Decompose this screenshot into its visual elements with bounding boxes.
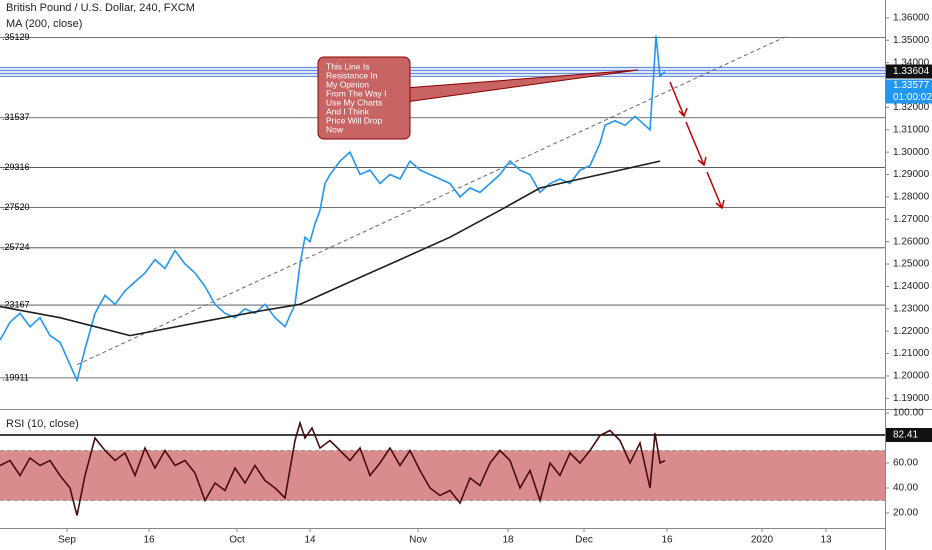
y-tick-label: 40.00 [893, 483, 918, 494]
arrow-head [715, 199, 725, 210]
y-tick-label: 1.26000 [893, 236, 930, 247]
rsi-title: RSI (10, close) [6, 418, 79, 430]
y-tick-label: 1.27000 [893, 214, 930, 225]
callout-text: My Opinion [326, 79, 369, 89]
rsi-line [0, 420, 666, 516]
rsi-value-label: 82.41 [893, 430, 918, 441]
x-tick-label: 18 [502, 535, 514, 546]
rsi-value-box [886, 427, 932, 442]
y-tick-label: 1.36000 [893, 13, 930, 24]
y-tick-label: 1.34000 [893, 57, 930, 68]
drop-arrows [669, 81, 725, 210]
y-tick-label: 1.31000 [893, 124, 930, 135]
bid-box [886, 79, 932, 104]
ma-line [0, 160, 661, 337]
level-label: .31537 [2, 112, 30, 122]
countdown-label: 01:00:02 [893, 92, 932, 103]
y-tick-label: 1.30000 [893, 147, 930, 158]
resistance-band [0, 66, 885, 77]
x-tick-label: 2020 [751, 535, 774, 546]
level-label: .23167 [2, 299, 30, 309]
x-tick-label: 14 [304, 535, 316, 546]
callout-text: Resistance In [326, 70, 378, 80]
arrow-line [706, 171, 723, 209]
y-tick-label: 1.22000 [893, 326, 930, 337]
callout-text: Now [326, 124, 344, 134]
y-tick-label: 1.32000 [893, 102, 930, 113]
y-tick-label: 1.35000 [893, 35, 930, 46]
level-label: .19911 [2, 372, 29, 382]
last-price-box [886, 64, 932, 79]
x-tick-label: Nov [409, 535, 427, 546]
x-tick-label: 16 [143, 535, 155, 546]
callout-text: Price Will Drop [326, 115, 382, 125]
level-label: .29316 [2, 162, 30, 172]
y-tick-label: 1.20000 [893, 371, 930, 382]
level-label: .27520 [2, 202, 30, 212]
x-tick-label: 13 [820, 535, 832, 546]
y-tick-label: 20.00 [893, 508, 918, 519]
level-label: .35129 [2, 32, 30, 42]
x-tick-label: Oct [229, 535, 245, 546]
level-label: .25724 [2, 242, 30, 252]
y-tick-label: 1.23000 [893, 303, 930, 314]
callout-text: From The Way I [326, 88, 386, 98]
legend-entry: MA (200, close) [6, 18, 82, 30]
rsi-band [0, 450, 885, 501]
y-tick-label: 1.24000 [893, 281, 930, 292]
arrow-line [669, 81, 685, 117]
x-tick-label: Dec [575, 535, 593, 546]
y-tick-label: 1.19000 [893, 393, 930, 404]
y-tick-label: 60.00 [893, 458, 918, 469]
callout-text: Use My Charts [326, 97, 382, 107]
y-tick-label: 100.00 [893, 408, 924, 419]
bid-label: 1.33577 [893, 80, 930, 91]
arrow-head [697, 156, 707, 167]
x-tick-label: Sep [58, 535, 76, 546]
arrow-line [685, 121, 705, 166]
price-line [0, 35, 666, 383]
last-price-label: 1.33604 [893, 66, 930, 77]
price-pane: 1.19000 1.20000 1.21000 1.22000 1.23000 1.240… [0, 13, 932, 546]
callout-text: And I Think [326, 106, 370, 116]
callout-box [317, 56, 411, 140]
callout-text: This Line Is [326, 61, 369, 71]
y-tick-label: 1.25000 [893, 259, 930, 270]
y-tick-label: 1.29000 [893, 169, 930, 180]
arrow-head [678, 107, 688, 118]
chart-title: British Pound / U.S. Dollar, 240, FXCM [6, 2, 195, 14]
x-tick-label: 16 [661, 535, 673, 546]
y-tick-label: 1.21000 [893, 348, 930, 359]
y-tick-label: 1.28000 [893, 192, 930, 203]
